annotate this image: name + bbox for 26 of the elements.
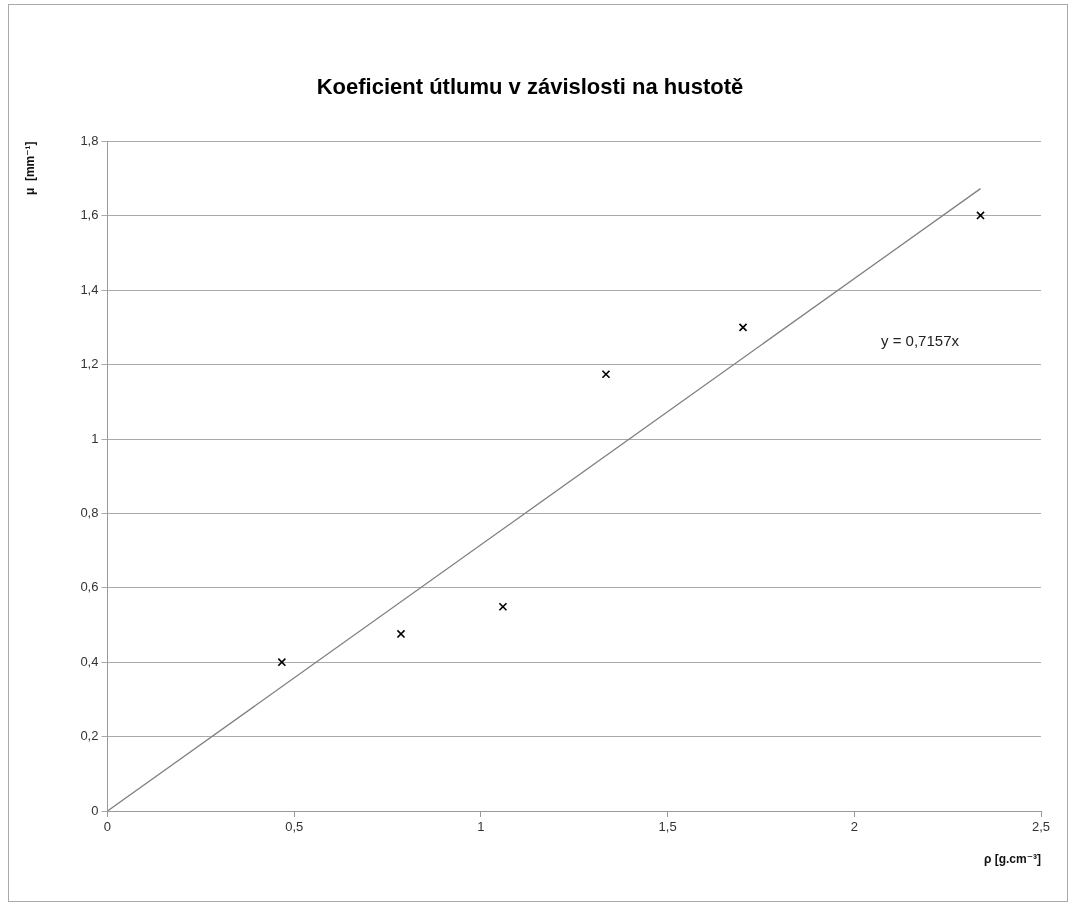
chart-title: Koeficient útlumu v závislosti na hustotě <box>316 74 744 100</box>
x-tick-label: 2,5 <box>1031 819 1051 835</box>
point <box>601 369 611 379</box>
y-tick-label: 1,8 <box>80 132 99 148</box>
x-tick-label: 0,5 <box>285 819 304 835</box>
y-tick-label: 1,6 <box>80 207 99 223</box>
y-tick-label: 1 <box>91 430 99 446</box>
y-tick-label: 0 <box>91 802 99 818</box>
point <box>738 323 748 332</box>
y-tick-label: 0,8 <box>80 504 99 520</box>
x-tick-label: 0 <box>103 819 112 835</box>
y-tick-label: 0,6 <box>80 579 99 595</box>
x-axis-title: ρ [g.cm⁻³] <box>983 852 1041 867</box>
point <box>498 602 508 612</box>
point <box>277 657 287 667</box>
point <box>976 211 985 220</box>
x-tick-label: 1 <box>477 819 485 835</box>
y-tick-label: 0,2 <box>80 728 99 744</box>
x-tick-label: 2 <box>850 819 858 835</box>
point <box>396 629 406 639</box>
y-axis-title: μ [mm⁻¹] <box>22 141 37 196</box>
x-tick-label: 1,5 <box>658 819 677 835</box>
y-tick-label: 1,4 <box>80 281 99 297</box>
y-tick-label: 0,4 <box>80 653 99 669</box>
y-tick-label: 1,2 <box>80 356 99 372</box>
annotation: y = 0,7157x <box>881 332 960 350</box>
